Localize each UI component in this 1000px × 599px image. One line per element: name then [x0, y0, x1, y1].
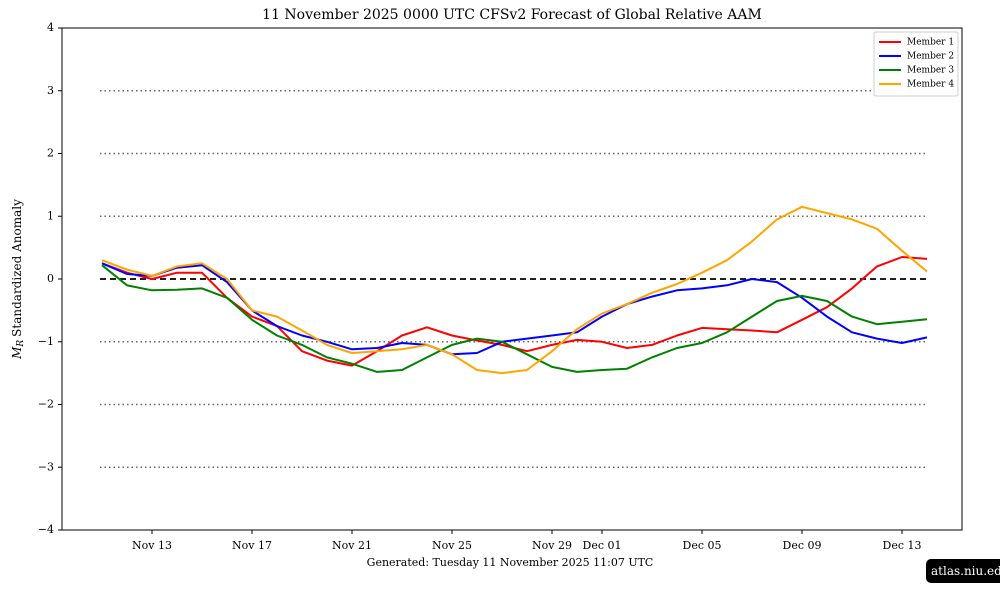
x-tick-label: Nov 29	[532, 539, 572, 552]
series-line	[101, 256, 928, 367]
legend-box	[873, 31, 959, 97]
y-tick-label: −3	[38, 460, 54, 473]
x-tick-label: Dec 01	[583, 539, 622, 552]
y-tick-label: 0	[47, 272, 54, 285]
y-tick-label: −4	[38, 523, 54, 536]
y-tick-label: −2	[38, 398, 54, 411]
legend-label: Member 3	[907, 66, 954, 76]
x-tick-label: Nov 25	[432, 539, 472, 552]
legend-label: Member 4	[907, 80, 954, 90]
x-tick-label: Nov 13	[132, 539, 172, 552]
series-line	[101, 205, 928, 375]
x-tick-label: Nov 21	[332, 539, 372, 552]
watermark: atlas.niu.edu	[926, 559, 1000, 583]
x-tick-label: Nov 17	[232, 539, 272, 552]
y-tick-label: 1	[47, 209, 54, 222]
plot-frame	[61, 27, 963, 531]
x-tick-label: Dec 05	[683, 539, 722, 552]
x-tick-label: Dec 13	[883, 539, 922, 552]
series-line	[101, 262, 928, 356]
chart-title: 11 November 2025 0000 UTC CFSv2 Forecast…	[262, 7, 762, 23]
legend: Member 1 Member 2 Member 3 Member 4	[873, 31, 959, 97]
y-label-subscript: R	[16, 340, 26, 348]
series-line	[101, 264, 928, 373]
y-label-text: Standardized Anomaly	[10, 199, 24, 337]
y-label-symbol: M	[10, 346, 24, 360]
y-axis-label: MR Standardized Anomaly	[10, 199, 26, 360]
footer: Generated: Tuesday 11 November 2025 11:0…	[367, 556, 654, 569]
x-tick-label: Dec 09	[783, 539, 822, 552]
y-tick-label: 2	[47, 147, 54, 160]
legend-label: Member 1	[907, 38, 954, 48]
y-tick-label: −1	[38, 335, 54, 348]
y-tick-label: 4	[47, 21, 54, 34]
y-tick-label: 3	[47, 84, 54, 97]
legend-label: Member 2	[907, 52, 954, 62]
